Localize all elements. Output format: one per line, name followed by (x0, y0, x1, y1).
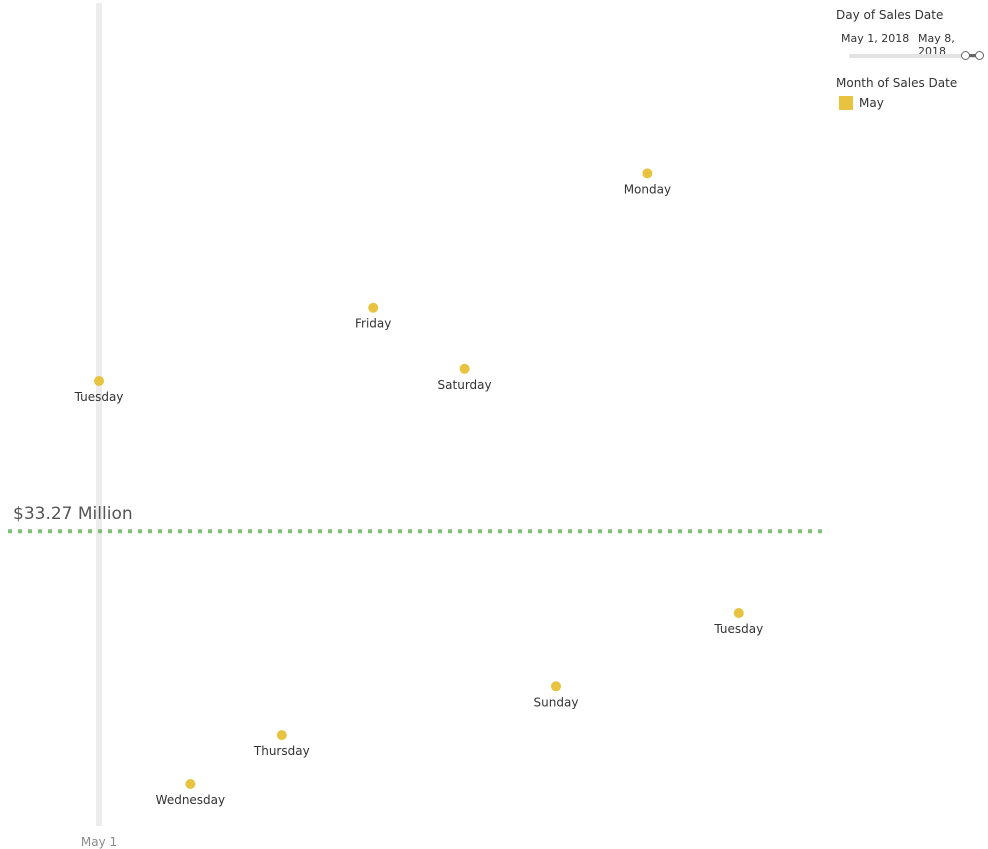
data-point-label: Thursday (253, 744, 310, 758)
data-point[interactable] (185, 779, 196, 789)
slider-start-handle[interactable] (961, 51, 970, 60)
day-of-sales-date-filter[interactable]: Day of Sales Date May 1, 2018 May 8, 201… (836, 8, 986, 60)
data-point[interactable] (642, 168, 653, 179)
data-points: Tuesday Wednesday Thursday Friday Saturday Su… (74, 168, 763, 807)
legend-swatch (839, 96, 853, 110)
filter-title: Day of Sales Date (836, 8, 944, 22)
data-point-label: Saturday (438, 378, 492, 392)
filter-start-date: May 1, 2018 (841, 32, 910, 45)
month-legend: Month of Sales Date May (836, 76, 986, 110)
legend-item-label: May (859, 96, 884, 110)
slider-range (967, 54, 977, 57)
data-point[interactable] (368, 302, 379, 313)
data-point[interactable] (276, 730, 287, 741)
data-point[interactable] (733, 608, 744, 619)
data-point[interactable] (551, 681, 561, 692)
slider-track[interactable] (849, 54, 979, 58)
data-point-label: Friday (355, 317, 391, 331)
reference-line-label: $33.27 Million (13, 504, 133, 524)
data-point-label: Tuesday (74, 390, 124, 404)
slider-end-handle[interactable] (975, 51, 984, 60)
data-point-label: Sunday (534, 695, 579, 709)
legend-item-may[interactable]: May (836, 96, 986, 110)
x-tick-label: May 1 (81, 835, 117, 849)
month-legend-title: Month of Sales Date (836, 76, 958, 90)
highlight-band (96, 3, 102, 826)
data-point[interactable] (94, 376, 104, 386)
legend-panel: Day of Sales Date May 1, 2018 May 8, 201… (836, 8, 986, 110)
data-point[interactable] (459, 363, 470, 374)
data-point-label: Tuesday (713, 622, 763, 636)
data-point-label: Monday (624, 182, 671, 196)
data-point-label: Wednesday (156, 793, 225, 807)
